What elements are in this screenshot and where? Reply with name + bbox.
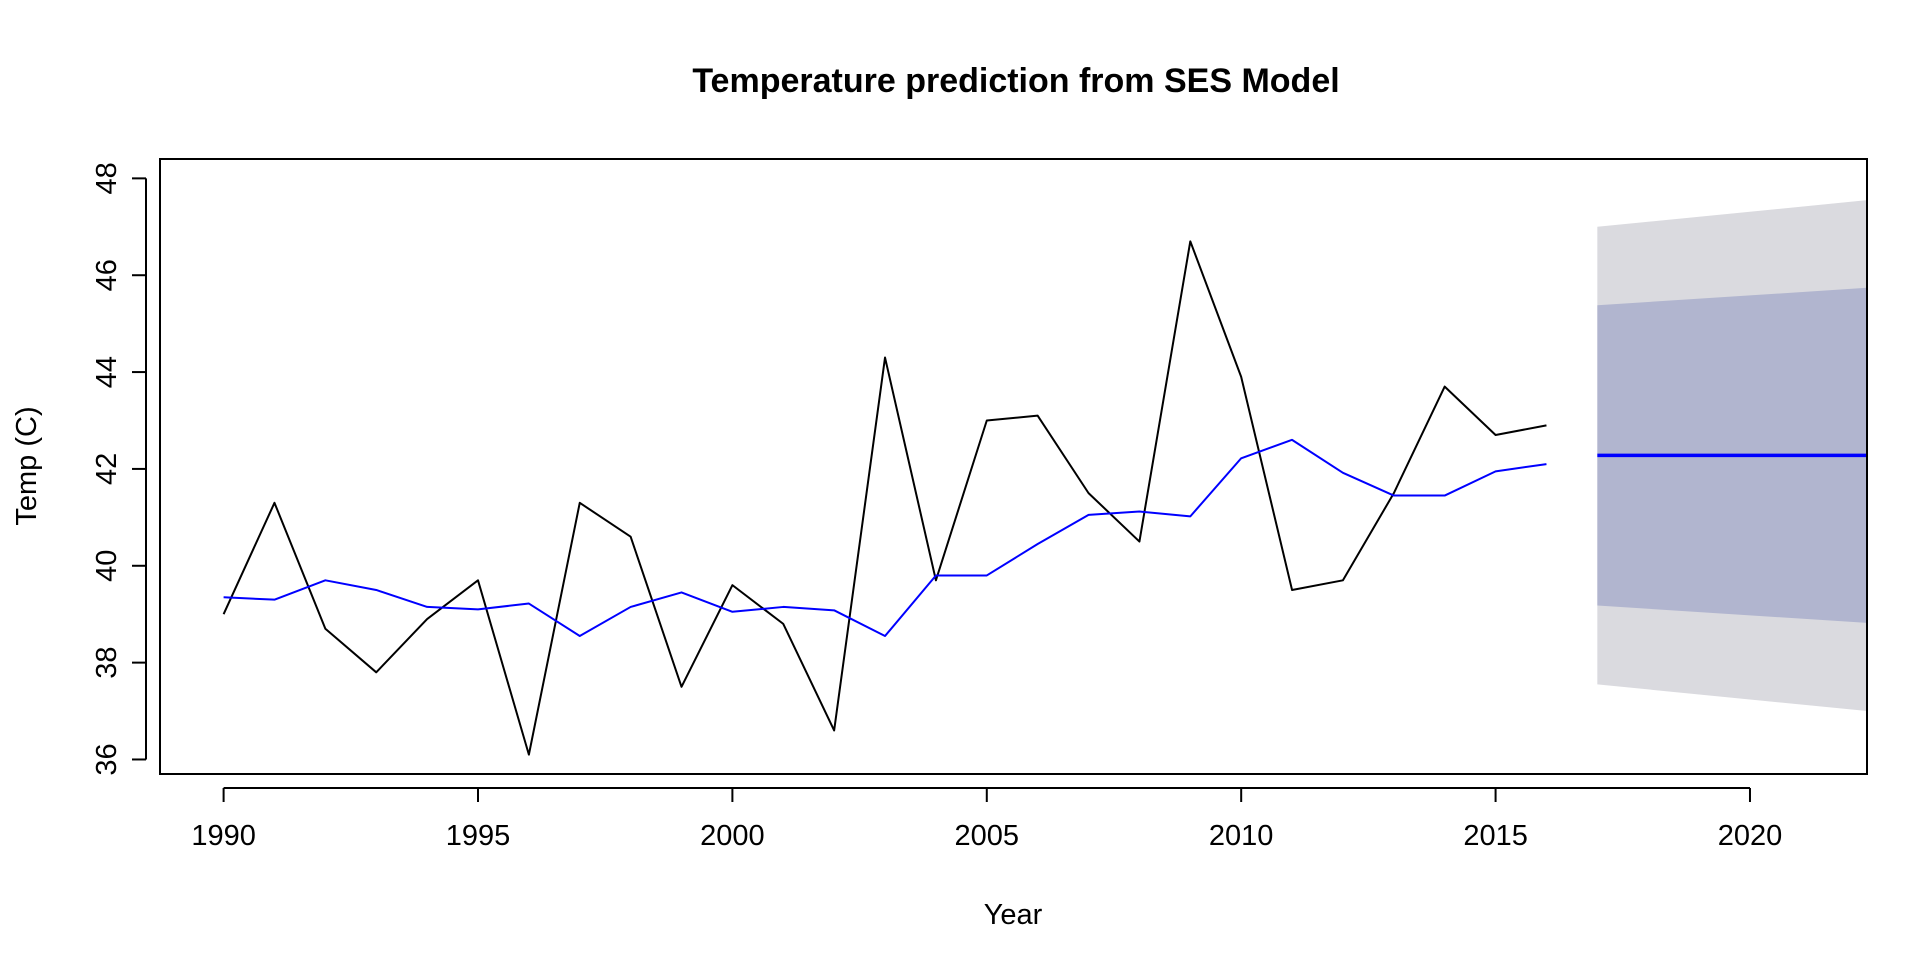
x-tick-label: 2010 [1209,820,1274,852]
observed-series-line [222,240,1547,756]
y-tick-label: 38 [91,646,123,678]
x-tick-label: 2020 [1718,820,1783,852]
x-tick-label: 2015 [1463,820,1528,852]
y-axis: 36 38 40 42 44 46 48 [91,162,147,776]
x-tick-label: 2000 [700,820,765,852]
y-axis-label: Temp (C) [11,406,43,525]
x-axis: 1990 1995 2000 2005 2010 2015 2020 [191,787,1783,852]
x-tick-label: 2005 [955,820,1020,852]
y-tick-label: 40 [91,550,123,582]
x-tick-label: 1995 [446,820,511,852]
plot-area [222,200,1867,756]
y-tick-label: 42 [91,453,123,485]
y-tick-label: 36 [91,743,123,775]
fitted-series-line [223,438,1547,637]
y-tick-label: 44 [91,356,123,388]
chart-title: Temperature prediction from SES Model [692,62,1339,100]
x-tick-label: 1990 [191,820,256,852]
y-tick-label: 46 [91,259,123,291]
x-axis-label: Year [984,899,1043,931]
plot-frame [159,158,1868,775]
y-tick-label: 48 [91,162,123,194]
